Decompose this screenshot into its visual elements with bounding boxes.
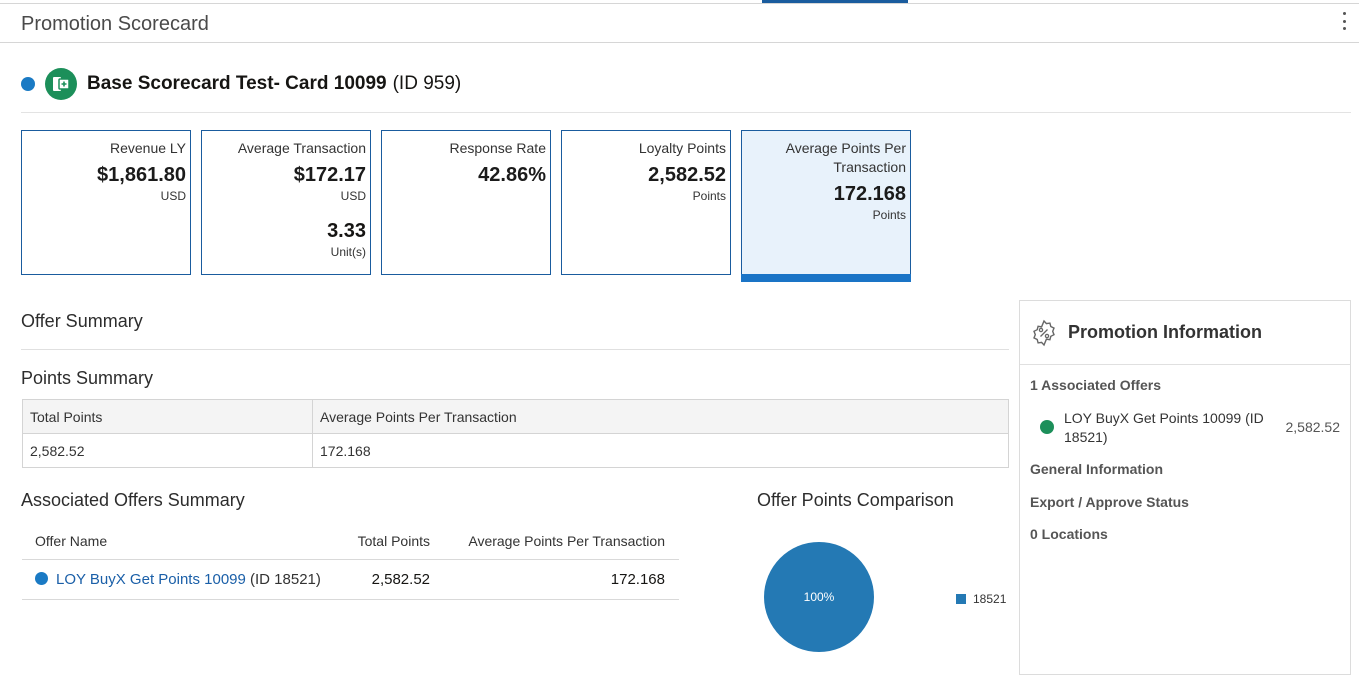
- status-dot-icon: [21, 77, 35, 91]
- export-approve-status-link[interactable]: Export / Approve Status: [1030, 494, 1189, 510]
- points-summary-table: Total Points Average Points Per Transact…: [22, 399, 1009, 468]
- kpi-value: $172.17: [293, 164, 366, 186]
- divider: [21, 112, 1351, 113]
- legend-label: 18521: [973, 592, 1007, 606]
- pie-slice-label: 100%: [804, 590, 835, 604]
- associated-offer-name[interactable]: LOY BuyX Get Points 10099 (ID 18521): [1064, 410, 1264, 445]
- table-header-row: Offer Name Total Points Average Points P…: [22, 524, 679, 560]
- kpi-label: Response Rate: [449, 140, 546, 156]
- scorecard-name: Base Scorecard Test- Card 10099: [87, 73, 387, 94]
- column-header[interactable]: Average Points Per Transaction: [444, 524, 679, 560]
- points-summary-heading: Points Summary: [21, 368, 154, 388]
- table-row: LOY BuyX Get Points 10099 (ID 18521) 2,5…: [22, 559, 679, 600]
- offer-name-cell: LOY BuyX Get Points 10099 (ID 18521): [22, 559, 324, 600]
- column-header[interactable]: Total Points: [324, 524, 444, 560]
- scorecard-id: (ID 959): [392, 73, 462, 94]
- kpi-card-average-transaction[interactable]: Average Transaction $172.17 USD 3.33 Uni…: [201, 130, 371, 275]
- offer-link[interactable]: LOY BuyX Get Points 10099: [56, 570, 246, 588]
- table-row: 2,582.52 172.168: [22, 433, 1009, 468]
- kpi-value: 2,582.52: [648, 164, 726, 186]
- kpi-value: 42.86%: [478, 164, 546, 186]
- active-tab-indicator: [762, 0, 908, 3]
- offer-id: (ID 18521): [250, 570, 321, 588]
- kpi-unit: Points: [872, 208, 906, 222]
- panel-header: Promotion Information: [1020, 301, 1350, 365]
- table-cell: 172.168: [312, 433, 1009, 468]
- table-cell: 2,582.52: [324, 559, 444, 600]
- kpi-secondary-unit: Unit(s): [330, 245, 366, 259]
- scorecard-icon: [45, 68, 77, 100]
- promotion-gear-icon: [1033, 319, 1055, 346]
- legend-swatch: [956, 594, 966, 604]
- general-information-link[interactable]: General Information: [1030, 461, 1164, 477]
- associated-offers-link[interactable]: 1 Associated Offers: [1030, 377, 1161, 393]
- more-options-icon[interactable]: [1341, 12, 1347, 30]
- table-cell: 2,582.52: [22, 433, 313, 468]
- kpi-card-response-rate[interactable]: Response Rate 42.86%: [381, 130, 551, 275]
- associated-offer-points: 2,582.52: [1285, 419, 1341, 435]
- kpi-label: Average Transaction: [237, 140, 366, 156]
- table-cell: 172.168: [444, 559, 679, 600]
- chart-legend: 18521: [956, 592, 1006, 606]
- kpi-unit: USD: [340, 189, 366, 203]
- associated-offers-table: Offer Name Total Points Average Points P…: [22, 524, 679, 600]
- offer-points-comparison-heading: Offer Points Comparison: [757, 490, 954, 510]
- locations-link[interactable]: 0 Locations: [1030, 526, 1108, 542]
- column-header: Average Points Per Transaction: [312, 399, 1009, 434]
- kpi-unit: Points: [692, 189, 726, 203]
- kpi-label: Revenue LY: [109, 140, 186, 156]
- kpi-secondary-value: 3.33: [327, 220, 366, 242]
- kpi-card-average-points-per-transaction[interactable]: Average Points Per Transaction 172.168 P…: [741, 130, 911, 282]
- column-header[interactable]: Offer Name: [22, 524, 324, 560]
- kpi-card-loyalty-points[interactable]: Loyalty Points 2,582.52 Points: [561, 130, 731, 275]
- table-header-row: Total Points Average Points Per Transact…: [22, 399, 1009, 434]
- status-dot-icon: [1040, 420, 1054, 434]
- offer-summary-heading: Offer Summary: [21, 311, 143, 331]
- kpi-label: Loyalty Points: [638, 140, 726, 156]
- panel-title: Promotion Information: [1068, 322, 1262, 342]
- offer-points-pie-chart: 100%: [764, 542, 874, 652]
- kpi-card-revenue-ly[interactable]: Revenue LY $1,861.80 USD: [21, 130, 191, 275]
- column-header: Total Points: [22, 399, 313, 434]
- status-dot-icon: [35, 571, 48, 585]
- promotion-information-panel: Promotion Information 1 Associated Offer…: [1019, 300, 1351, 675]
- page-title: Promotion Scorecard: [21, 13, 209, 35]
- kpi-value: $1,861.80: [97, 164, 186, 186]
- pie-slice-18521[interactable]: [764, 542, 874, 652]
- kpi-label: Average Points Per Transaction: [785, 140, 906, 175]
- kpi-unit: USD: [160, 189, 186, 203]
- divider: [21, 349, 1009, 350]
- associated-offer-item[interactable]: LOY BuyX Get Points 10099 (ID 18521) 2,5…: [1040, 408, 1340, 448]
- associated-offers-heading: Associated Offers Summary: [21, 490, 245, 510]
- page-header: Promotion Scorecard: [0, 3, 1359, 43]
- scorecard-title-row: Base Scorecard Test- Card 10099 (ID 959): [21, 68, 461, 100]
- kpi-value: 172.168: [833, 183, 906, 205]
